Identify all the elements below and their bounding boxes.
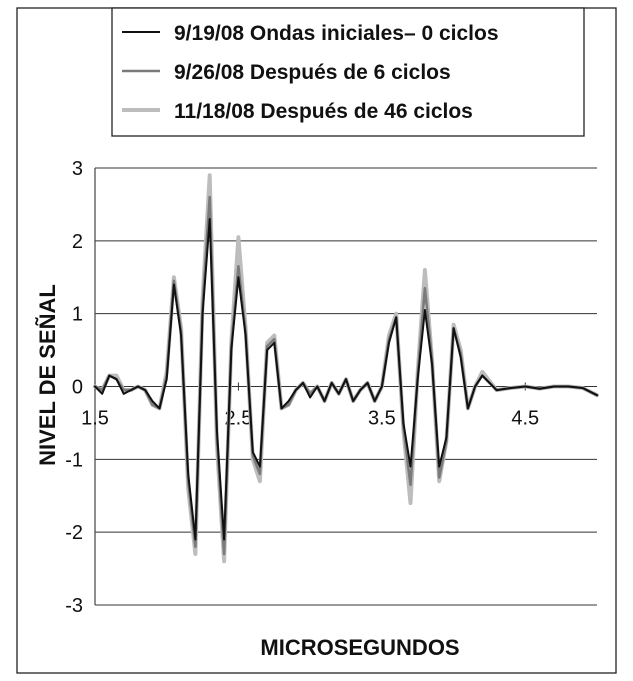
gridlines bbox=[95, 167, 597, 606]
legend-label-1: 9/19/08 Ondas iniciales– 0 ciclos bbox=[174, 22, 499, 45]
y-tick-label: -2 bbox=[65, 522, 83, 544]
plot-area: 3 2 1 0 -1 -2 -3 1.5 2.5 3.5 4.5 bbox=[65, 158, 599, 617]
y-tick-label: 0 bbox=[72, 377, 83, 399]
x-tick-labels: 1.5 2.5 3.5 4.5 bbox=[81, 382, 539, 430]
x-tick-label: 3.5 bbox=[368, 408, 396, 430]
x-tick-label: 2.5 bbox=[225, 408, 253, 430]
legend-box bbox=[111, 7, 585, 137]
y-tick-label: 2 bbox=[72, 231, 83, 253]
y-tick-label: -1 bbox=[65, 449, 83, 471]
x-tick-label: 4.5 bbox=[511, 408, 539, 430]
y-axis-title: NIVEL DE SEÑAL bbox=[35, 284, 60, 466]
y-tick-labels: 3 2 1 0 -1 -2 -3 bbox=[65, 158, 83, 617]
x-axis-title: MICROSEGUNDOS bbox=[260, 635, 459, 660]
y-tick-label: 1 bbox=[72, 304, 83, 326]
x-tick-label: 1.5 bbox=[81, 408, 109, 430]
y-tick-label: -3 bbox=[65, 595, 83, 617]
series-lines bbox=[93, 173, 599, 564]
legend-label-3: 11/18/08 Después de 46 ciclos bbox=[174, 100, 473, 123]
y-tick-label: 3 bbox=[72, 158, 83, 180]
legend: 9/19/08 Ondas iniciales– 0 ciclos 9/26/08… bbox=[111, 7, 585, 137]
legend-label-2: 9/26/08 Después de 6 ciclos bbox=[174, 61, 451, 84]
legend-entries: 9/19/08 Ondas iniciales– 0 ciclos 9/26/08… bbox=[122, 22, 499, 123]
series-line-1 bbox=[94, 218, 598, 541]
